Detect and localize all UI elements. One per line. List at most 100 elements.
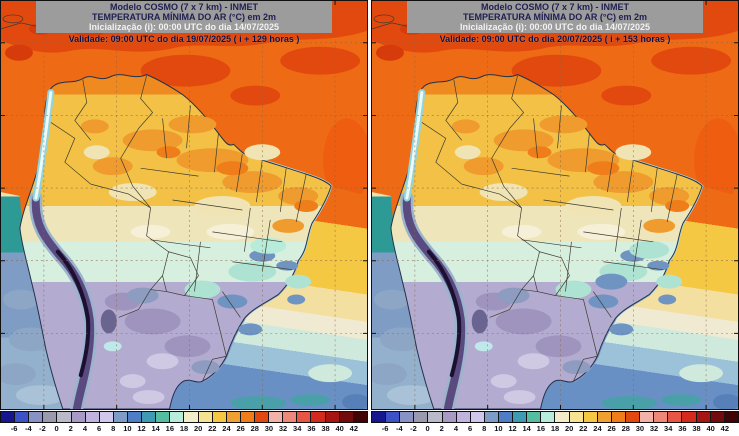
map-frame-1: Modelo COSMO (7 x 7 km) - INMET TEMPERAT… bbox=[0, 0, 368, 410]
colorbar-tick-label: 36 bbox=[678, 424, 687, 433]
colorbar-cell bbox=[513, 412, 528, 422]
forecast-panel-2: Modelo COSMO (7 x 7 km) - INMET TEMPERAT… bbox=[371, 0, 739, 436]
colorbar-tick-label: 22 bbox=[579, 424, 588, 433]
colorbar-cell bbox=[113, 412, 128, 422]
colorbar-tick-label: 4 bbox=[82, 424, 88, 433]
colorbar-cell bbox=[597, 412, 612, 422]
colorbar-tick-label: -4 bbox=[24, 424, 32, 433]
colorbar-cell bbox=[297, 412, 312, 422]
colorbar-tick-label: 18 bbox=[179, 424, 189, 433]
colorbar-tick-label: 10 bbox=[494, 424, 503, 433]
colorbar-cell bbox=[625, 412, 641, 422]
colorbar-tick-label: 8 bbox=[482, 424, 487, 433]
colorbar-cell bbox=[99, 412, 114, 422]
colorbar-cell bbox=[611, 412, 626, 422]
south-america-temperature-map bbox=[1, 1, 367, 409]
colorbar-tick-label: -2 bbox=[39, 424, 46, 433]
colorbar-tick-label: 42 bbox=[349, 424, 359, 433]
colorbar-cell bbox=[71, 412, 86, 422]
colorbar-cell bbox=[142, 412, 157, 422]
colorbar-tick-label: 0 bbox=[425, 424, 430, 433]
colorbar-tick-label: 30 bbox=[264, 424, 274, 433]
colorbar-cell bbox=[43, 412, 58, 422]
colorbar-tick-label: 22 bbox=[208, 424, 217, 433]
colorbar-cell bbox=[527, 412, 542, 422]
model-name: Modelo COSMO (7 x 7 km) - INMET bbox=[480, 2, 629, 12]
colorbar-tick-label: 34 bbox=[664, 424, 673, 433]
colorbar-cell bbox=[184, 412, 199, 422]
colorbar-tick-label: 36 bbox=[307, 424, 316, 433]
title-gray-box: Modelo COSMO (7 x 7 km) - INMET TEMPERAT… bbox=[36, 1, 332, 33]
colorbar-cell bbox=[240, 412, 255, 422]
colorbar-tick-label: 18 bbox=[550, 424, 560, 433]
colorbar-cell bbox=[283, 412, 298, 422]
map-title-block: Modelo COSMO (7 x 7 km) - INMET TEMPERAT… bbox=[36, 1, 332, 44]
colorbar-cell bbox=[682, 412, 697, 422]
colorbar-tick-label: 14 bbox=[151, 424, 160, 433]
south-america-temperature-map bbox=[372, 1, 738, 409]
colorbar-cell bbox=[311, 412, 326, 422]
colorbar-tick-label: 24 bbox=[593, 424, 602, 433]
colorbar-tick-label: 12 bbox=[137, 424, 146, 433]
colorbar-cell bbox=[269, 412, 284, 422]
colorbar-tick-row: -6 -4 -2 0 2 4 6 8 10 12 14 16 18 20 22 24 26 28 30 32 34 36 3… bbox=[0, 423, 368, 436]
map-frame-2: Modelo COSMO (7 x 7 km) - INMET TEMPERAT… bbox=[371, 0, 739, 410]
colorbar-cell bbox=[724, 412, 738, 422]
colorbar-tick-label: -4 bbox=[395, 424, 403, 433]
colorbar-cell bbox=[1, 412, 16, 422]
colorbar-cell bbox=[696, 412, 711, 422]
colorbar-cell bbox=[339, 412, 354, 422]
colorbar-tick-label: 4 bbox=[453, 424, 459, 433]
colorbar-cell bbox=[710, 412, 725, 422]
colorbar-tick-label: 20 bbox=[193, 424, 203, 433]
colorbar-tick-label: 10 bbox=[123, 424, 132, 433]
colorbar-cell bbox=[15, 412, 30, 422]
colorbar-tick-label: 12 bbox=[508, 424, 517, 433]
colorbar-cell bbox=[484, 412, 499, 422]
colorbar-cell bbox=[640, 412, 655, 422]
validity-line: Validade: 09:00 UTC do dia 20/07/2025 ( … bbox=[439, 34, 671, 44]
colorbar-tick-label: 28 bbox=[250, 424, 259, 433]
colorbar-tick-label: 26 bbox=[236, 424, 245, 433]
colorbar-tick-label: 6 bbox=[96, 424, 102, 433]
colorbar-tick-label: 24 bbox=[222, 424, 231, 433]
colorbar-cell bbox=[353, 412, 367, 422]
colorbar-cell bbox=[254, 412, 270, 422]
colorbar-tick-label: 16 bbox=[536, 424, 546, 433]
colorbar-cell bbox=[386, 412, 401, 422]
colorbar-tick-label: 38 bbox=[321, 424, 330, 433]
colorbar-tick-row: -6 -4 -2 0 2 4 6 8 10 12 14 16 18 20 22 24 26 28 30 32 34 36 3… bbox=[371, 423, 739, 436]
colorbar-tick-label: 16 bbox=[165, 424, 175, 433]
colorbar-cell bbox=[226, 412, 241, 422]
colorbar-cell bbox=[498, 412, 514, 422]
colorbar-cell bbox=[57, 412, 72, 422]
colorbar-cell bbox=[400, 412, 415, 422]
colorbar-tick-label: 0 bbox=[54, 424, 59, 433]
colorbar-tick-label: 32 bbox=[649, 424, 659, 433]
map-title-block: Modelo COSMO (7 x 7 km) - INMET TEMPERAT… bbox=[407, 1, 703, 44]
colorbar-tick-label: 2 bbox=[68, 424, 73, 433]
temperature-colorbar bbox=[371, 411, 739, 423]
colorbar-tick-label: 30 bbox=[635, 424, 645, 433]
colorbar-tick-label: -6 bbox=[10, 424, 18, 433]
colorbar-cell bbox=[583, 412, 598, 422]
colorbar-cell bbox=[569, 412, 584, 422]
colorbar-tick-label: 38 bbox=[692, 424, 701, 433]
forecast-panel-1: Modelo COSMO (7 x 7 km) - INMET TEMPERAT… bbox=[0, 0, 368, 436]
colorbar-tick-label: 14 bbox=[522, 424, 531, 433]
colorbar-cell bbox=[29, 412, 44, 422]
colorbar-cell bbox=[198, 412, 213, 422]
colorbar-tick-label: -6 bbox=[381, 424, 389, 433]
colorbar-tick-label: 32 bbox=[278, 424, 288, 433]
colorbar-cell bbox=[325, 412, 340, 422]
colorbar-cell bbox=[442, 412, 457, 422]
title-gray-box: Modelo COSMO (7 x 7 km) - INMET TEMPERAT… bbox=[407, 1, 703, 33]
colorbar-cell bbox=[170, 412, 185, 422]
colorbar-cell bbox=[85, 412, 100, 422]
colorbar-cell bbox=[428, 412, 443, 422]
colorbar-tick-label: 20 bbox=[564, 424, 574, 433]
colorbar-cell bbox=[372, 412, 387, 422]
colorbar-cell bbox=[212, 412, 227, 422]
colorbar-cell bbox=[541, 412, 556, 422]
